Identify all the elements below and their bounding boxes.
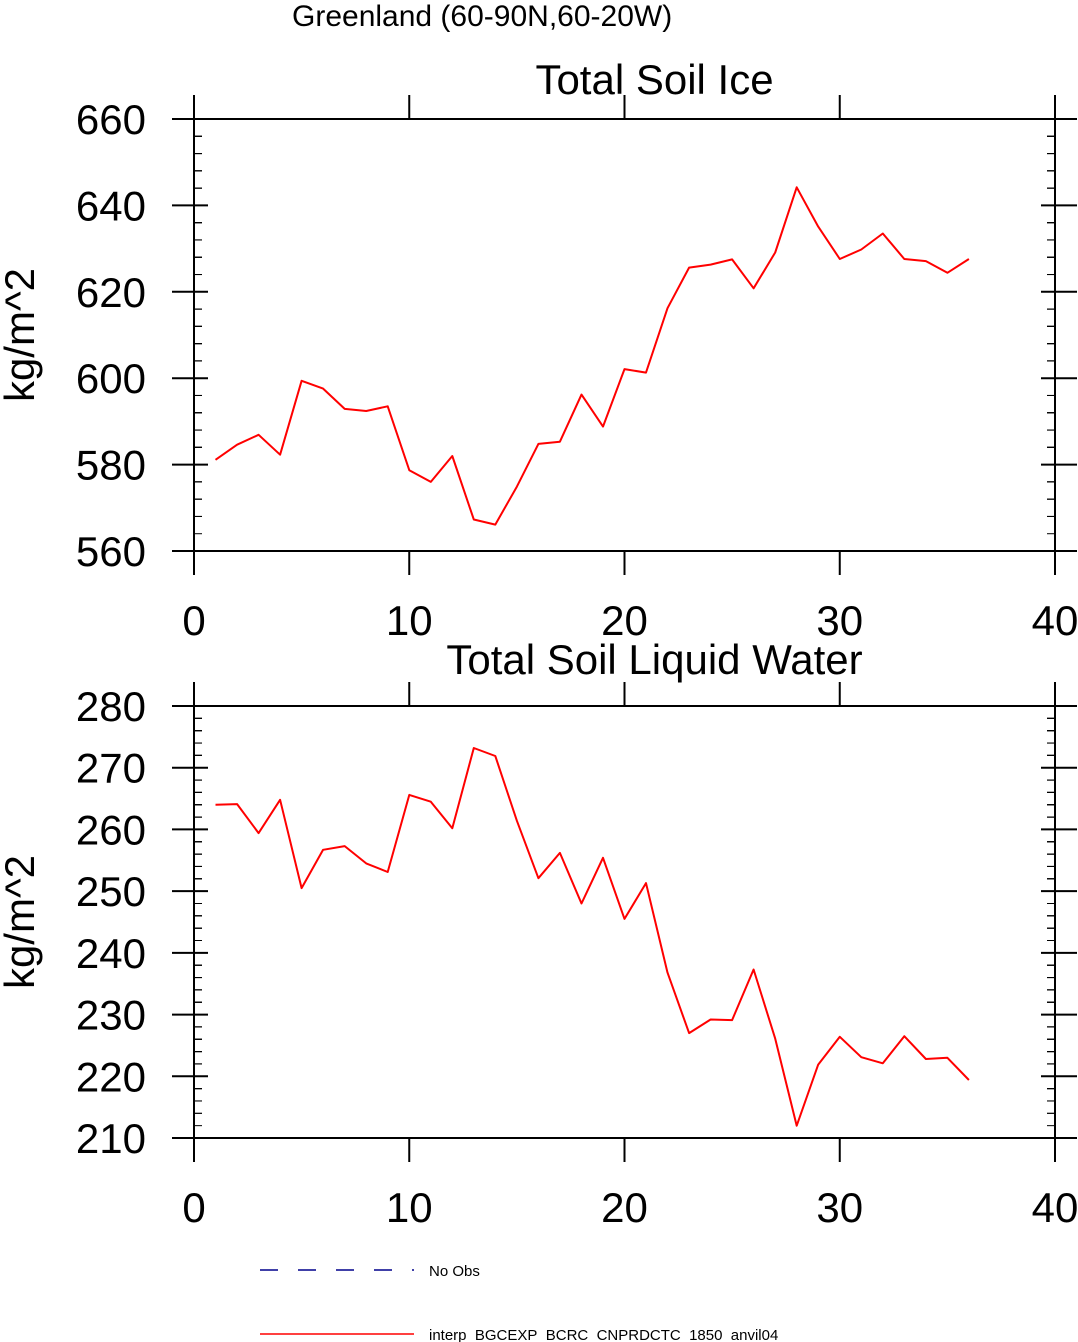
panel2-y-tick-label: 280 (76, 683, 146, 730)
panel1-y-tick-label: 600 (76, 355, 146, 402)
panel2-y-tick-label: 270 (76, 745, 146, 792)
panel2-y-axis-label: kg/m^2 (0, 855, 43, 989)
panel2-chart-title: Total Soil Liquid Water (446, 636, 862, 683)
panel1-y-tick-label: 560 (76, 528, 146, 575)
panel2-y-tick-label: 250 (76, 868, 146, 915)
panel2-plot-frame (193, 705, 1056, 1139)
panel2-y-tick-label: 210 (76, 1115, 146, 1162)
panel1-y-tick-label: 620 (76, 269, 146, 316)
panel2-x-tick-label: 30 (816, 1184, 863, 1231)
panel1-plot-frame (193, 118, 1056, 552)
panel1-x-tick-label: 20 (601, 597, 648, 644)
panel1-y-tick-label: 580 (76, 442, 146, 489)
panel2-y-tick-label: 260 (76, 806, 146, 853)
panel2-x-tick-label: 0 (182, 1184, 205, 1231)
figure-title: Greenland (60-90N,60-20W) (292, 0, 673, 33)
panel2-y-tick-label: 240 (76, 930, 146, 977)
panel1-y-axis-label: kg/m^2 (0, 268, 43, 402)
panel1-x-tick-label: 10 (386, 597, 433, 644)
panel1-series-line-1 (214, 186, 970, 526)
panel1-x-tick-label: 0 (182, 597, 205, 644)
legend-label-2: interp_BGCEXP_BCRC_CNPRDCTC_1850_anvil04 (429, 1327, 778, 1342)
panel2-x-tick-label: 10 (386, 1184, 433, 1231)
panel1-chart-title: Total Soil Ice (535, 56, 773, 103)
panel2-series-line-1 (215, 747, 970, 1127)
panel1-x-tick-label: 30 (816, 597, 863, 644)
panel1-y-tick-label: 660 (76, 96, 146, 143)
legend-label-1: No Obs (429, 1263, 480, 1280)
panel2-y-tick-label: 230 (76, 992, 146, 1039)
panel1-x-tick-label: 40 (1032, 597, 1078, 644)
panel2-x-tick-label: 40 (1032, 1184, 1078, 1231)
panel2-y-tick-label: 220 (76, 1053, 146, 1100)
panel1-y-tick-label: 640 (76, 182, 146, 229)
panel2-x-tick-label: 20 (601, 1184, 648, 1231)
